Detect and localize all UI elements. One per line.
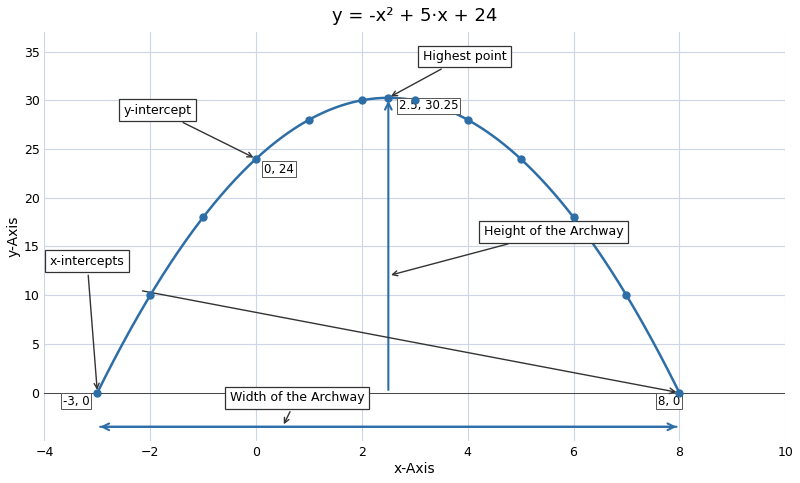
Text: y-intercept: y-intercept (124, 103, 252, 157)
X-axis label: x-Axis: x-Axis (394, 462, 436, 476)
Text: Highest point: Highest point (392, 50, 506, 96)
Text: 8, 0: 8, 0 (658, 395, 680, 408)
Text: Width of the Archway: Width of the Archway (230, 391, 364, 423)
Text: -3, 0: -3, 0 (63, 395, 90, 408)
Text: Height of the Archway: Height of the Archway (393, 226, 623, 276)
Text: 2.5, 30.25: 2.5, 30.25 (399, 99, 458, 113)
Text: x-intercepts: x-intercepts (50, 255, 125, 388)
Title: y = -x² + 5·x + 24: y = -x² + 5·x + 24 (332, 7, 498, 25)
Text: 0, 24: 0, 24 (264, 163, 294, 176)
Y-axis label: y-Axis: y-Axis (7, 216, 21, 257)
